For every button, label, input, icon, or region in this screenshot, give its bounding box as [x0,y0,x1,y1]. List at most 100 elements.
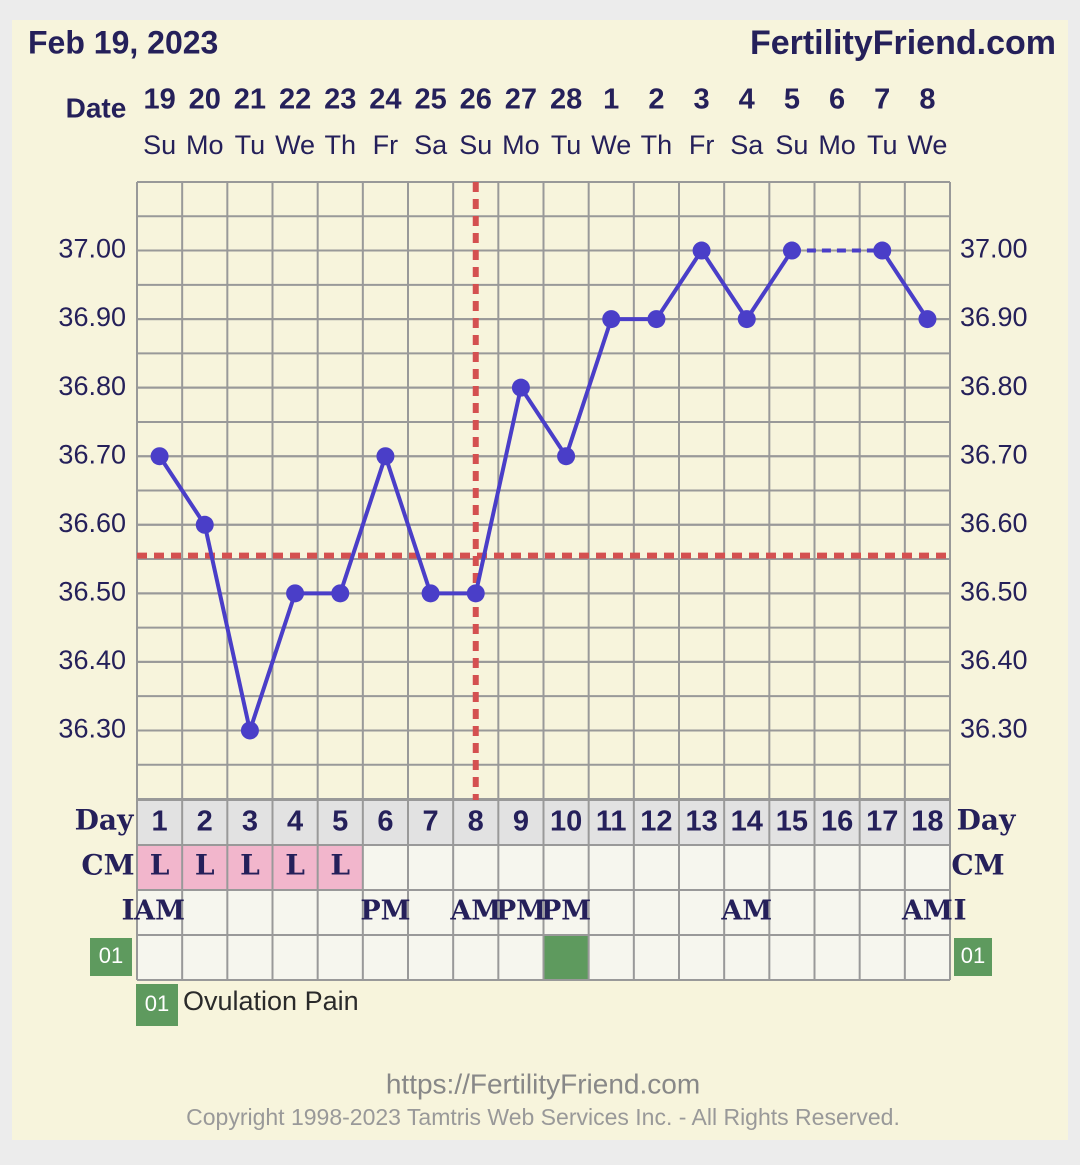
time-cell [859,890,905,935]
temperature-point [873,241,892,260]
pain-code: 01 [961,943,985,968]
cm-cell [769,845,815,890]
day-number: 4 [287,806,303,838]
temperature-point [286,584,305,603]
date-label: 4 [739,84,755,116]
time-cell [679,890,725,935]
weekday-label: Sa [414,130,448,160]
weekday-label: Fr [373,130,398,160]
day-cell [408,800,454,845]
time-cell [317,890,363,935]
day-number: 15 [776,806,808,838]
day-cell [679,800,725,845]
pain-cell [498,935,544,980]
weekday-label: We [907,130,947,160]
day-cell [859,800,905,845]
cm-value: L [150,849,170,882]
day-number: 9 [513,806,529,838]
pain-cell [859,935,905,980]
day-number: 6 [377,806,393,838]
cm-cell [227,845,273,890]
weekday-label: Tu [867,130,898,160]
day-cell [362,800,408,845]
day-number: 13 [685,806,717,838]
day-cell [769,800,815,845]
time-cell [543,890,589,935]
time-cell [362,890,408,935]
legend-box [136,984,178,1026]
weekday-label: Th [641,130,673,160]
time-cell [182,890,228,935]
date-label: Date [66,92,127,123]
day-cell [633,800,679,845]
pain-cell [814,935,860,980]
pain-cell [633,935,679,980]
day-number: 3 [242,806,258,838]
cm-cell [543,845,589,890]
date-label: 25 [414,84,446,116]
day-cell [182,800,228,845]
day-number: 12 [640,806,672,838]
date-label: 8 [919,84,935,116]
weekday-label: Tu [235,130,266,160]
date-label: 22 [279,84,311,116]
cm-label: CM [81,849,134,882]
weekday-label: We [591,130,631,160]
weekday-label: Fr [689,130,714,160]
time-cell [453,890,499,935]
y-tick-label: 36.70 [58,439,126,469]
pain-cell [182,935,228,980]
y2-tick-label: 36.60 [960,508,1028,538]
y-tick-label: 36.40 [58,645,126,675]
date-label: 20 [189,84,221,116]
weekday-label: We [275,130,315,160]
day-cell [588,800,634,845]
date-label: 21 [234,84,266,116]
day-cell [814,800,860,845]
day-number: 5 [332,806,348,838]
cm-cell [498,845,544,890]
day-number: 1 [152,806,168,838]
pain-cell [769,935,815,980]
day-cell [317,800,363,845]
weekday-label: Th [324,130,356,160]
site-name: FertilityFriend.com [750,24,1056,62]
temperature-point [918,310,937,329]
day-label: Day [75,804,134,837]
temperature-point [782,241,801,260]
date-label: 5 [784,84,800,116]
pain-mark [543,935,589,980]
time-cell [904,890,950,935]
cm-value: L [240,849,260,882]
cm-value: L [330,849,350,882]
weekday-label: Mo [186,130,224,160]
day-number: 7 [423,806,439,838]
date-label: 7 [874,84,890,116]
pain-cell [137,935,183,980]
pain-cell [362,935,408,980]
cm-cell [182,845,228,890]
temperature-point [421,584,440,603]
date-label: 28 [550,84,582,116]
legend-label: Ovulation Pain [183,986,359,1016]
chart-date: Feb 19, 2023 [28,24,218,60]
time-cell [137,890,183,935]
y-tick-label: 36.80 [58,371,126,401]
temperature-point [602,310,621,329]
day-number: 11 [596,806,627,838]
pain-cell [679,935,725,980]
weekday-label: Su [775,130,808,160]
day-cell [543,800,589,845]
cm-cell [588,845,634,890]
temperature-point [511,378,530,397]
pain-cell [904,935,950,980]
weekday-label: Mo [818,130,856,160]
cm-cell [317,845,363,890]
day-number: 2 [197,806,213,838]
temperature-point [331,584,350,603]
time-cell [724,890,770,935]
time-cell [498,890,544,935]
date-label: 1 [603,84,619,116]
day-number: 10 [550,806,582,838]
